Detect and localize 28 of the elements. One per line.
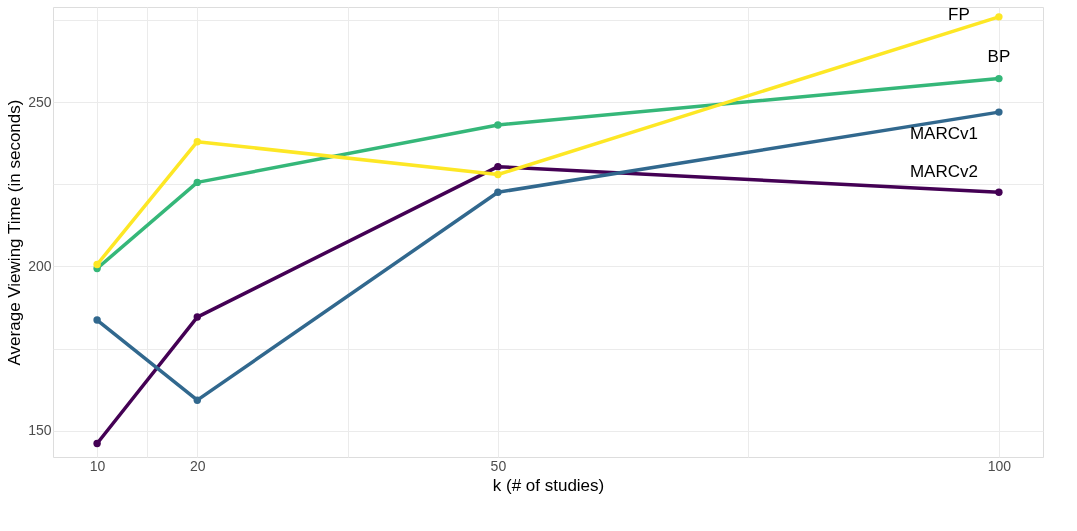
x-tick-label: 20 — [190, 457, 206, 474]
x-tick-label: 50 — [490, 457, 507, 474]
point — [193, 178, 201, 187]
point — [995, 13, 1003, 21]
point — [995, 108, 1003, 116]
y-tick-label: 150 — [28, 422, 52, 439]
point — [193, 313, 201, 321]
series-label: FP — [948, 4, 970, 24]
point — [494, 162, 502, 171]
y-tick-label: 200 — [28, 257, 52, 274]
series-label: BP — [987, 46, 1011, 66]
point — [995, 74, 1003, 83]
point — [494, 188, 502, 196]
point — [93, 260, 101, 269]
series-label: MARCv2 — [909, 162, 978, 182]
point — [995, 188, 1003, 196]
point — [193, 396, 201, 404]
series-label: MARCv1 — [909, 124, 978, 144]
y-tick-label: 250 — [28, 93, 52, 110]
point — [93, 439, 101, 448]
x-tick-label: 100 — [987, 457, 1012, 474]
point — [494, 170, 502, 179]
x-tick-label: 10 — [89, 457, 106, 474]
point — [494, 121, 502, 129]
point — [193, 137, 201, 146]
point — [93, 316, 101, 324]
x-axis-title: k (# of studies) — [492, 475, 605, 495]
y-axis-title: Average Viewing Time (in seconds) — [5, 99, 25, 366]
